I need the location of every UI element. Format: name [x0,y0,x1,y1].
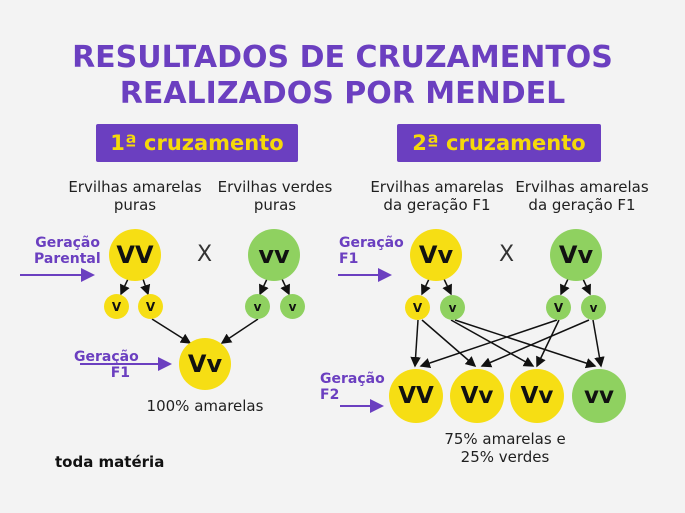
cross1-label: 1ª cruzamento [96,124,298,162]
page-title: RESULTADOS DE CRUZAMENTOS REALIZADOS POR… [0,40,685,112]
cross2-gamete: v [581,295,606,320]
cross2-gamete: v [440,295,465,320]
cross2-offspring: vv [572,369,626,423]
cross2-cross-symbol: X [499,242,515,267]
gen-parental-label: Geração Parental [34,235,101,267]
gen-f1-label-cross1: Geração F1 [74,349,139,381]
cross1-parent-left-label: Ervilhas amarelas puras [68,178,202,214]
cross2-label: 2ª cruzamento [397,124,601,162]
cross1-parent-green: vv [248,229,300,281]
cross2-gamete: V [546,295,571,320]
cross1-cross-symbol: X [197,242,213,267]
title-line-2: REALIZADOS POR MENDEL [119,76,566,111]
cross2-offspring: Vv [450,369,504,423]
cross1-offspring: Vv [179,338,231,390]
cross1-gamete: v [245,294,270,319]
cross1-gamete: V [138,294,163,319]
cross2-parent-left-label: Ervilhas amarelas da geração F1 [370,178,504,214]
cross1-parent-yellow: VV [109,229,161,281]
brand-logo: toda matéria [55,453,165,471]
cross1-result: 100% amarelas [146,397,264,415]
cross2-offspring: Vv [510,369,564,423]
gen-f1-label-cross2: Geração F1 [339,235,404,267]
cross2-result: 75% amarelas e 25% verdes [444,430,566,466]
cross2-offspring: VV [389,369,443,423]
gen-f2-label: Geração F2 [320,371,385,403]
title-line-1: RESULTADOS DE CRUZAMENTOS [72,40,613,75]
cross1-gamete: v [280,294,305,319]
cross2-parent-left: Vv [410,229,462,281]
cross2-parent-right-label: Ervilhas amarelas da geração F1 [515,178,649,214]
cross1-gamete: V [104,294,129,319]
cross2-gamete: V [405,295,430,320]
cross1-parent-right-label: Ervilhas verdes puras [217,178,333,214]
cross2-parent-right: Vv [550,229,602,281]
